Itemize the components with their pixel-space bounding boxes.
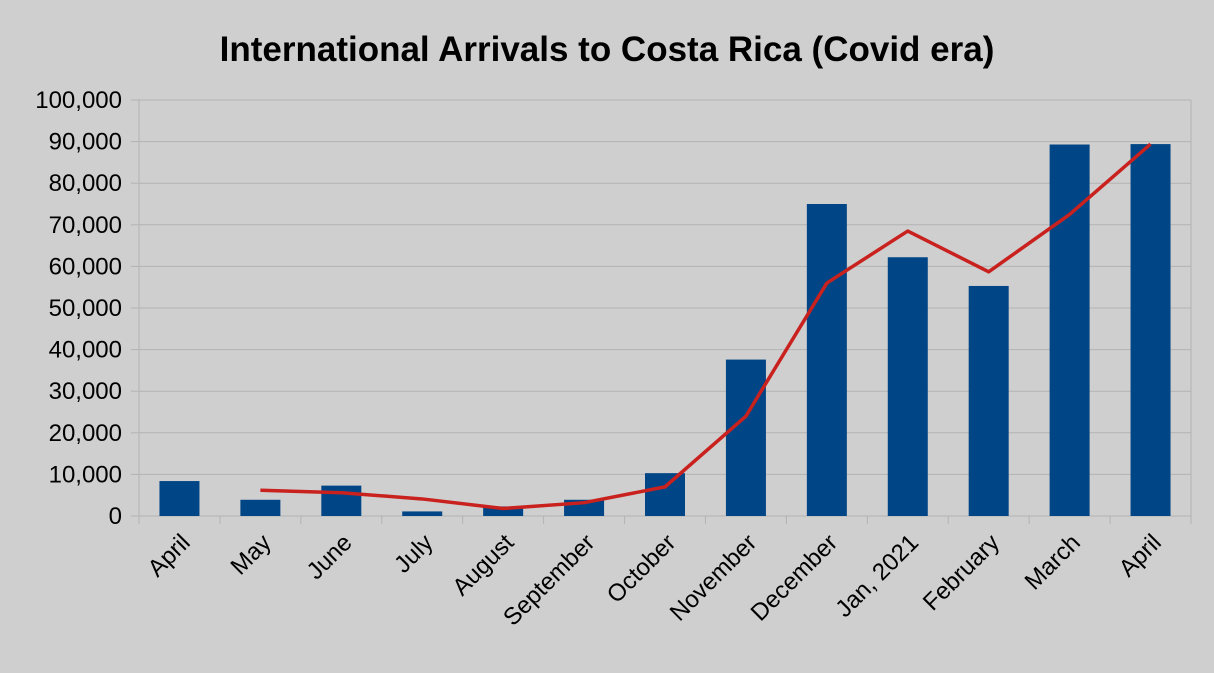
x-tick-label: April	[1114, 529, 1167, 582]
y-tick-label: 0	[109, 503, 122, 530]
y-tick-label: 60,000	[49, 253, 122, 280]
line-series	[260, 142, 1152, 511]
x-tick-label: December	[746, 529, 843, 626]
bar	[240, 499, 281, 516]
x-tick-label: Jan, 2021	[830, 529, 924, 623]
chart-title: International Arrivals to Costa Rica (Co…	[219, 30, 995, 69]
bar	[483, 506, 524, 516]
y-tick-label: 70,000	[49, 212, 122, 239]
axes	[131, 99, 1192, 524]
x-tick-label: October	[602, 529, 681, 608]
bar	[1130, 144, 1171, 516]
x-tick-label: March	[1020, 529, 1086, 595]
bar	[645, 473, 685, 516]
gridlines	[139, 99, 1191, 517]
x-tick-label: July	[389, 529, 438, 578]
bar	[725, 359, 766, 516]
y-tick-label: 80,000	[49, 170, 122, 197]
y-tick-label: 30,000	[49, 378, 122, 405]
y-tick-label: 10,000	[49, 461, 122, 488]
x-tick-label: February	[918, 529, 1005, 616]
bar-series	[159, 144, 1171, 516]
bar	[402, 511, 443, 516]
x-tick-label: April	[143, 529, 196, 582]
y-tick-label: 100,000	[35, 87, 122, 114]
x-tick-label: August	[447, 529, 519, 601]
y-tick-label: 50,000	[49, 295, 122, 322]
x-tick-label: May	[225, 529, 276, 580]
bar	[806, 204, 847, 516]
y-tick-label: 90,000	[49, 129, 122, 156]
y-tick-label: 40,000	[49, 337, 122, 364]
bar	[321, 485, 362, 516]
y-tick-labels: 0 10,000 20,000 30,000 40,000 50,000 60,000 70,…	[35, 87, 122, 530]
bar	[159, 481, 200, 516]
trend-line	[260, 142, 1152, 511]
bar	[968, 285, 1009, 516]
x-tick-label: November	[665, 529, 762, 626]
y-tick-label: 20,000	[49, 420, 122, 447]
x-tick-label: June	[302, 529, 358, 585]
bar	[887, 257, 928, 516]
bar	[1049, 144, 1090, 516]
